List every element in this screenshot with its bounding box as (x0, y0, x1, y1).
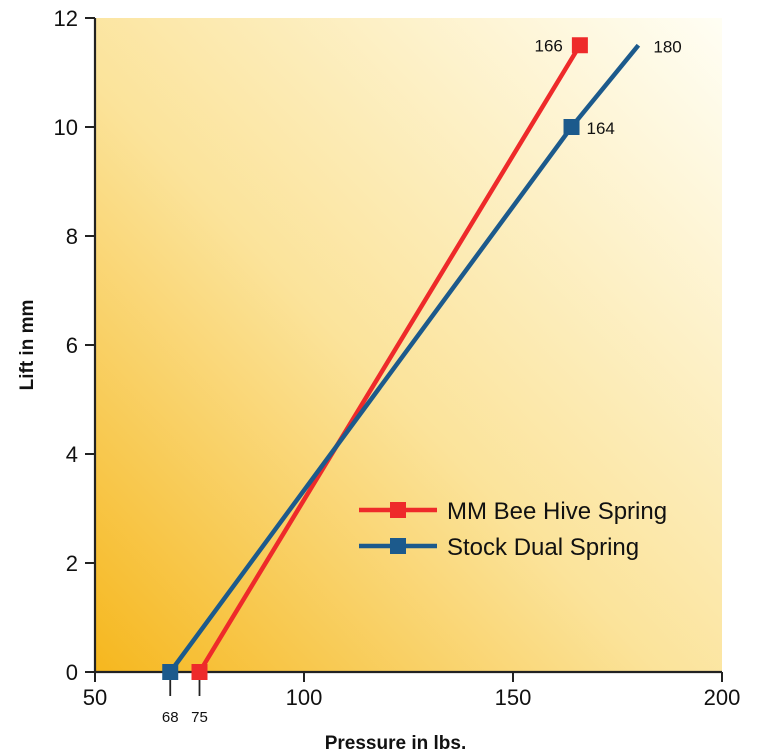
series-point-marker (191, 664, 208, 680)
y-tick-label: 6 (66, 333, 78, 358)
x-marker-label: 68 (162, 709, 179, 726)
y-axis-title: Lift in mm (17, 300, 38, 391)
y-tick-label: 10 (54, 115, 78, 140)
y-tick-label: 2 (66, 551, 78, 576)
legend-label: MM Bee Hive Spring (447, 498, 667, 525)
y-tick-label: 4 (66, 442, 78, 467)
y-tick-label: 12 (54, 6, 78, 31)
x-marker-label: 75 (191, 709, 208, 726)
legend-label: Stock Dual Spring (447, 534, 639, 561)
legend-marker (390, 538, 406, 554)
legend-marker (390, 502, 406, 518)
y-tick-label: 0 (66, 660, 78, 685)
x-tick-label: 100 (286, 685, 323, 710)
x-tick-label: 50 (83, 685, 107, 710)
series-point-marker (162, 664, 179, 680)
x-tick-label: 150 (495, 685, 532, 710)
x-axis-title: Pressure in lbs. (325, 733, 467, 753)
point-value-label: 180 (653, 37, 681, 56)
x-tick-label: 200 (704, 685, 741, 710)
series-point-marker (571, 37, 588, 54)
point-value-label: 164 (587, 119, 615, 138)
series-line-0 (197, 44, 582, 674)
point-value-label: 166 (535, 36, 563, 55)
y-tick-label: 8 (66, 224, 78, 249)
series-point-marker (563, 119, 580, 135)
